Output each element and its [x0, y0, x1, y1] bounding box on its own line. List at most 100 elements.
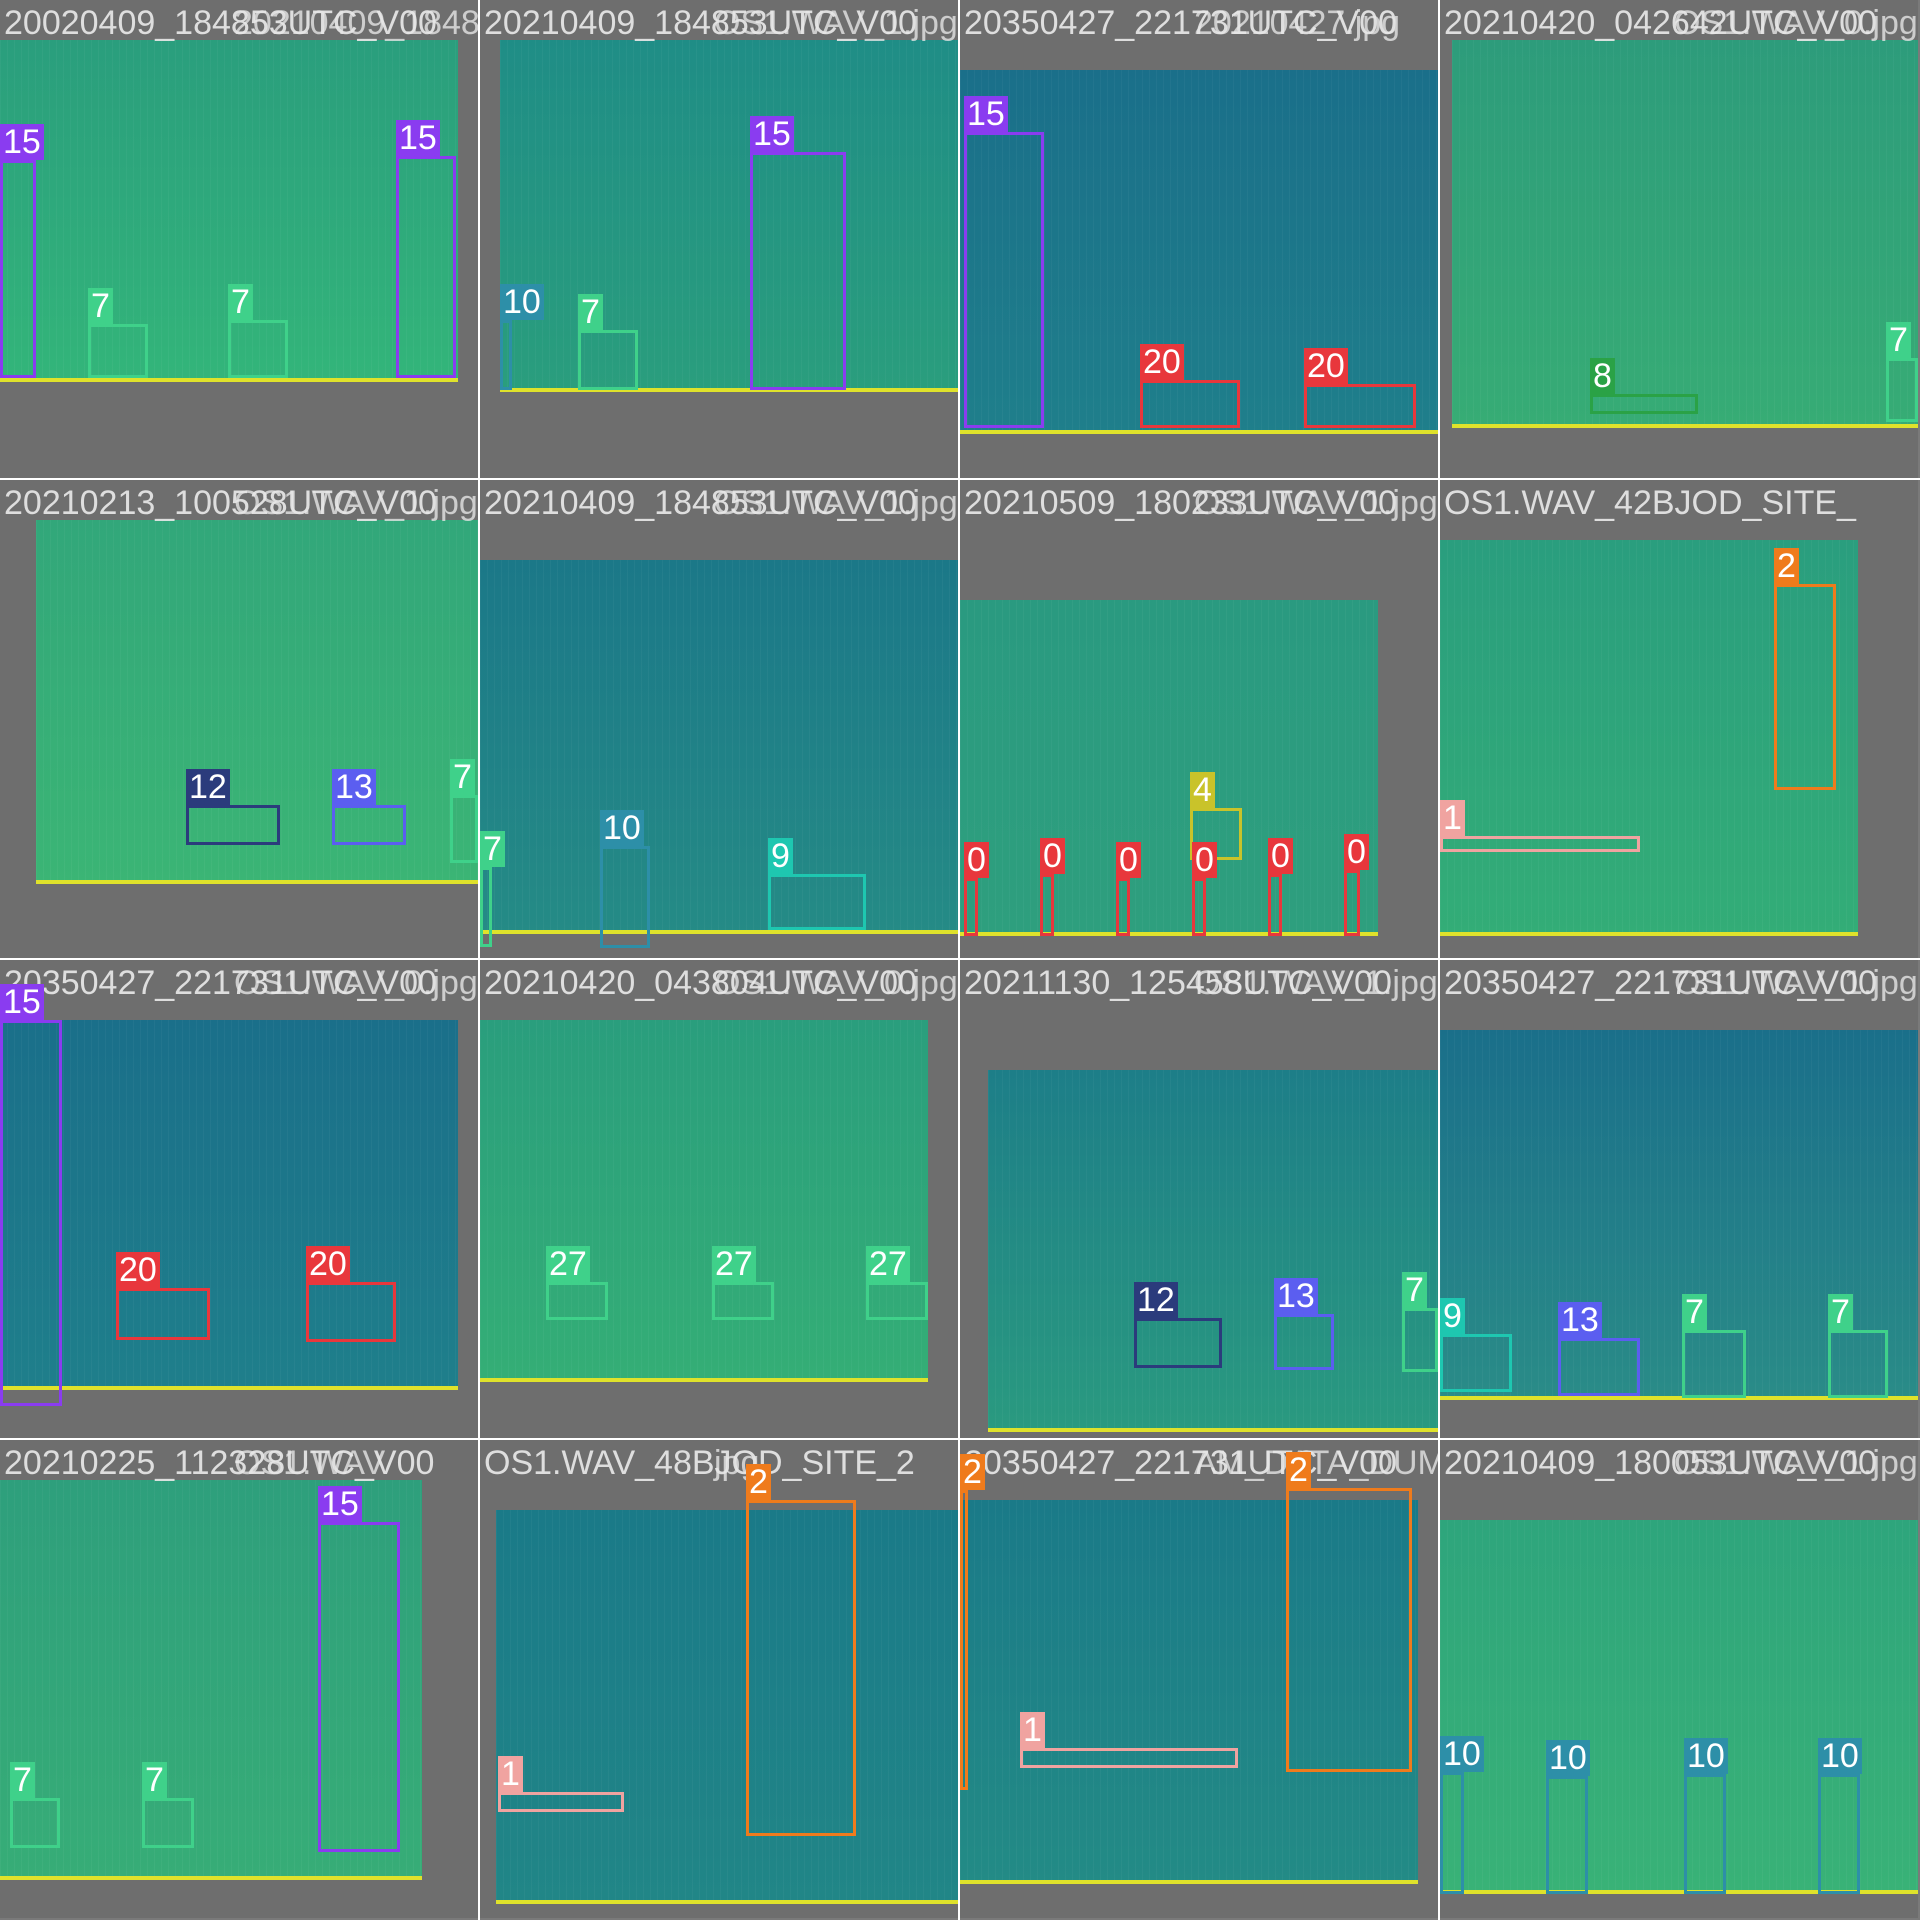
annotation-label: 10 — [1818, 1738, 1862, 1774]
tile-filename: 20211130_125458UTC_V00 — [964, 964, 1392, 1002]
annotation-box — [186, 805, 280, 845]
tile-filename: 20210409_184853UTC_V00 — [484, 484, 917, 522]
annotation-label: 9 — [1440, 1298, 1465, 1334]
annotation-label: 15 — [0, 124, 44, 160]
annotation-box — [116, 1288, 210, 1340]
annotation-label: 1 — [1440, 800, 1465, 836]
tile-filename: 20350427_221731UTC_V00 — [964, 4, 1397, 42]
spectrogram-image — [1440, 1520, 1918, 1894]
tile-filename: 20210213_100528UTC_V00 — [4, 484, 437, 522]
annotation-label: 10 — [1440, 1736, 1484, 1772]
tile-filename: 20350427_221731UTC_V00 — [4, 964, 437, 1002]
annotation-box — [1886, 358, 1918, 422]
annotation-box — [1828, 1330, 1888, 1398]
annotation-box — [1682, 1330, 1746, 1398]
annotation-label: 9 — [768, 838, 793, 874]
tile-separator — [478, 0, 480, 1920]
annotation-box — [600, 846, 650, 948]
spectrogram-image — [1440, 1030, 1918, 1400]
annotation-label: 7 — [88, 288, 113, 324]
annotation-label: 8 — [1590, 358, 1615, 394]
annotation-label: 7 — [450, 759, 475, 795]
spectrogram-baseline — [0, 1386, 458, 1390]
annotation-label: 0 — [1116, 842, 1141, 878]
annotation-box — [1304, 384, 1416, 428]
annotation-label: 7 — [578, 294, 603, 330]
annotation-label: 2 — [746, 1464, 771, 1500]
annotation-box — [480, 867, 492, 947]
annotation-label: 20 — [116, 1252, 160, 1288]
spectrogram-image — [960, 70, 1438, 434]
annotation-label: 13 — [332, 769, 376, 805]
tile-filename: OS1.WAV_1.jpg — [714, 484, 958, 522]
annotation-label: 7 — [1828, 1294, 1853, 1330]
tile-filename: 20020409_184853UTC_V00 — [4, 4, 437, 42]
annotation-box — [1590, 394, 1698, 414]
annotation-label: 20 — [1140, 344, 1184, 380]
annotation-box — [396, 156, 456, 378]
annotation-box — [306, 1282, 396, 1342]
annotation-box — [0, 1020, 62, 1406]
tile-separator — [958, 0, 960, 1920]
spectrogram-image — [988, 1070, 1438, 1432]
annotation-box — [768, 874, 866, 930]
annotation-label: 12 — [186, 769, 230, 805]
annotation-label: 7 — [142, 1762, 167, 1798]
annotation-label: 10 — [1546, 1740, 1590, 1776]
annotation-label: 12 — [1134, 1282, 1178, 1318]
tile-filename: 20210225_112328UTC_V00 — [4, 1444, 435, 1482]
annotation-box — [964, 878, 978, 936]
tile-filename: OS1.WAV_1.jpg — [714, 4, 958, 42]
spectrogram-baseline — [0, 1876, 422, 1880]
spectrogram-tile: 20210420_042642UTC_V00 OS1.WAV_0.jpg 8 7 — [1440, 0, 1918, 478]
tile-filename: OS1.WAV_48BJOD_SITE_2 — [484, 1444, 915, 1482]
tile-filename: OS1.WAV_1.jpg — [1674, 964, 1918, 1002]
annotation-box — [1274, 1314, 1334, 1370]
spectrogram-tile: 20210213_100528UTC_V00 OS1.WAV_1.jpg 12 13 7 — [0, 480, 478, 958]
tile-filename: 20210409_184853UTC_V00 — [234, 4, 478, 42]
annotation-label: 13 — [1274, 1278, 1318, 1314]
annotation-box — [1140, 380, 1240, 428]
spectrogram-baseline — [500, 388, 958, 392]
annotation-label: 27 — [546, 1246, 590, 1282]
annotation-box — [498, 1792, 624, 1812]
tile-filename: OS1.WAV_0.jpg — [714, 964, 958, 1002]
annotation-label: 7 — [10, 1762, 35, 1798]
annotation-label: 1 — [1020, 1712, 1045, 1748]
annotation-label: 15 — [396, 120, 440, 156]
spectrogram-image — [960, 1500, 1418, 1884]
spectrogram-tile: 20350427_221731UTC_V00 OS1.WAV_0.jpg 15 20 2… — [0, 960, 478, 1438]
annotation-box — [228, 320, 288, 378]
annotation-box — [1134, 1318, 1222, 1368]
annotation-label: 10 — [1684, 1738, 1728, 1774]
tile-filename: 20210420_043804UTC_V00 — [484, 964, 917, 1002]
tile-filename: OS1.WAV_1.jpg — [1194, 964, 1438, 1002]
annotation-label: 15 — [318, 1486, 362, 1522]
annotation-label: 7 — [228, 284, 253, 320]
annotation-label: 15 — [0, 984, 44, 1020]
annotation-box — [1020, 1748, 1238, 1768]
tile-filename: 20210420_042642UTC_V00 — [1444, 4, 1877, 42]
spectrogram-baseline — [988, 1428, 1438, 1432]
annotation-box — [1286, 1488, 1412, 1772]
annotation-box — [88, 324, 148, 378]
annotation-box — [1040, 874, 1054, 936]
annotation-box — [450, 795, 478, 863]
annotation-box — [318, 1522, 400, 1852]
spectrogram-tile: 20350427_221731UTC_V00 OS1.WAV_1.jpg 9 13 7 7 — [1440, 960, 1918, 1438]
spectrogram-tile: 20210409_184853UTC_V00 OS1.WAV_1.jpg 7 10 9 — [480, 480, 958, 958]
annotation-box — [1818, 1774, 1860, 1894]
spectrogram-image — [496, 1510, 958, 1904]
spectrogram-tile: 20211130_125458UTC_V00 OS1.WAV_1.jpg 12 13 7 — [960, 960, 1438, 1438]
annotation-box — [142, 1798, 194, 1848]
spectrogram-baseline — [960, 430, 1438, 434]
annotation-label: 20 — [1304, 348, 1348, 384]
tile-filename: OS1.WAV_1.jpg — [1674, 1444, 1918, 1482]
annotation-label: 27 — [712, 1246, 756, 1282]
annotation-box — [1402, 1308, 1438, 1372]
spectrogram-tile: 20350427_221731UTC_V00 20210427.jpg 15 20 20 — [960, 0, 1438, 478]
spectrogram-baseline — [1452, 424, 1918, 428]
spectrogram-baseline — [496, 1900, 958, 1904]
tile-separator — [0, 478, 1920, 480]
annotation-label: 7 — [480, 831, 505, 867]
